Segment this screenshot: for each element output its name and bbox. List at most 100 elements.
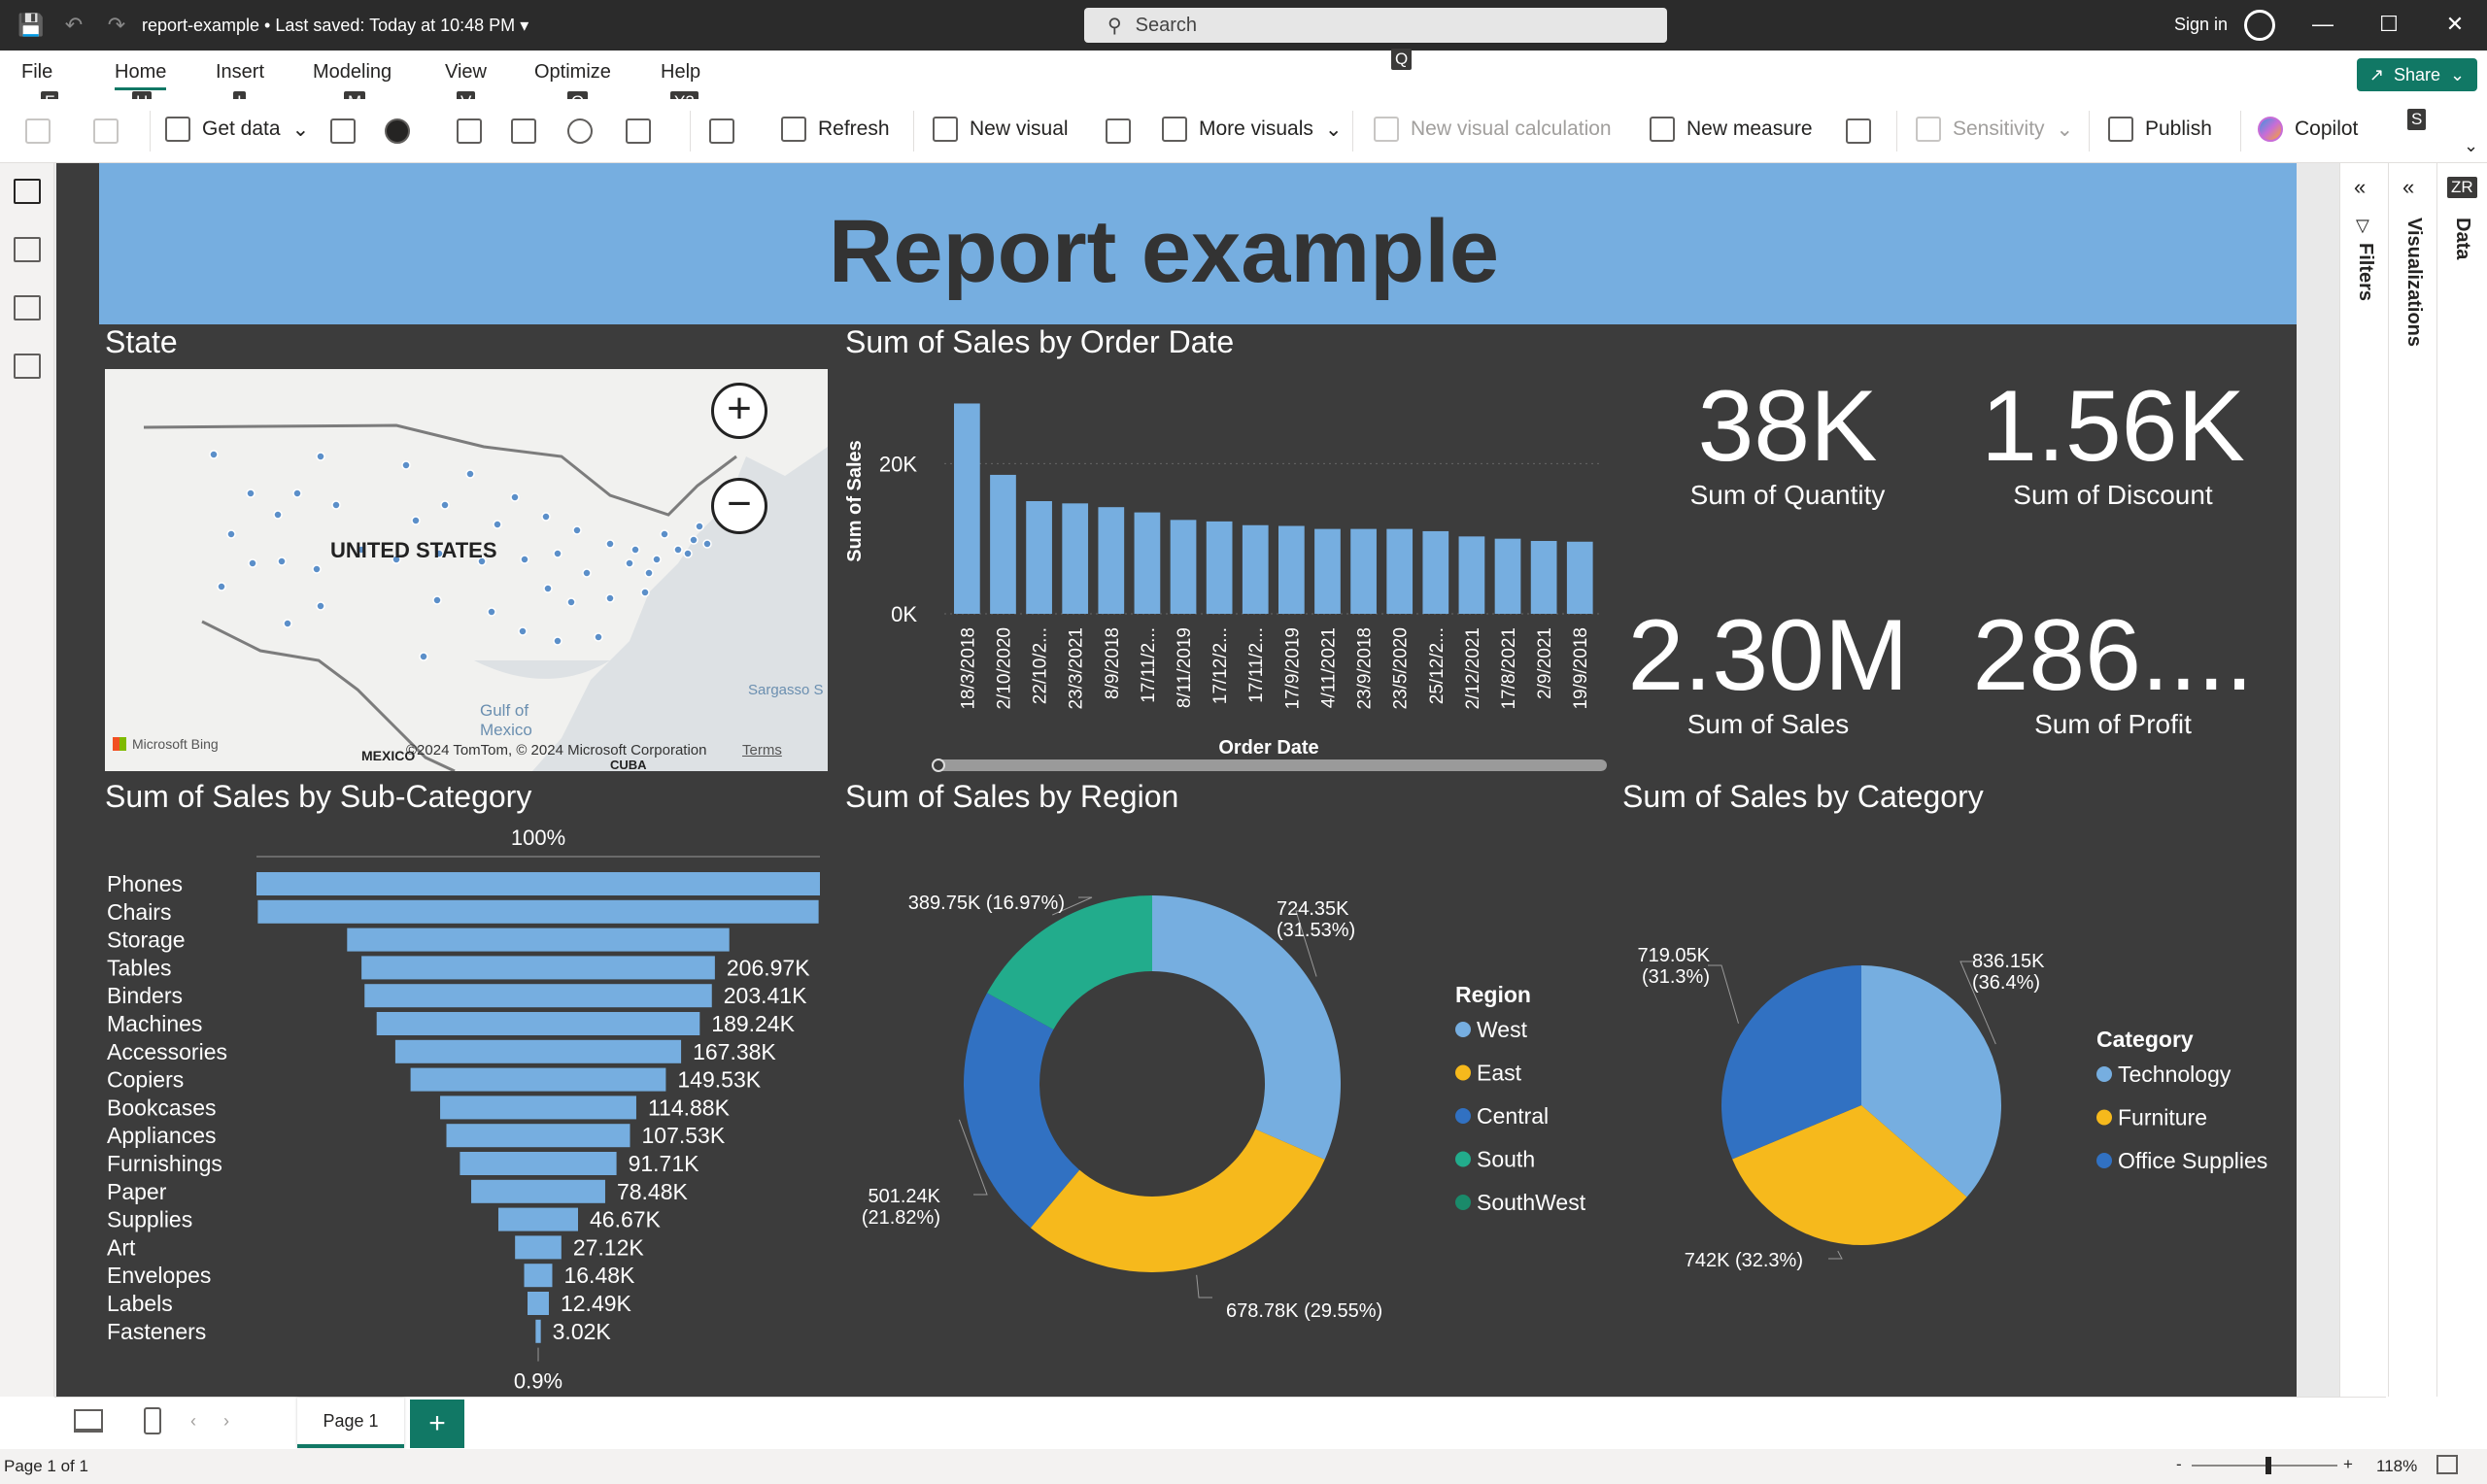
collapse-visualizations-icon[interactable]: «	[2402, 175, 2415, 199]
data-pane[interactable]: ZR Data	[2437, 163, 2487, 1397]
view-switcher	[0, 163, 54, 1397]
funnel-bar	[460, 1152, 617, 1175]
excel-icon[interactable]	[330, 118, 356, 144]
sql-server-icon[interactable]	[457, 118, 482, 144]
zoom-in-icon[interactable]: +	[711, 383, 767, 439]
data-label: (31.53%)	[1277, 920, 1355, 941]
document-title[interactable]: report-example • Last saved: Today at 10…	[142, 16, 528, 36]
sensitivity-label: Sensitivity	[1953, 118, 2045, 140]
card-profit[interactable]: 286.... Sum of Profit	[1953, 602, 2273, 758]
y-axis-label: Sum of Sales	[844, 440, 866, 562]
new-measure-button[interactable]: New measure	[1650, 117, 1813, 142]
report-view-icon[interactable]	[14, 179, 41, 204]
tab-help[interactable]: Help	[661, 61, 700, 84]
card-discount[interactable]: 1.56K Sum of Discount	[1953, 373, 2273, 528]
model-view-icon[interactable]	[14, 295, 41, 320]
recent-sources-icon[interactable]	[626, 118, 651, 144]
close-icon[interactable]: ✕	[2445, 12, 2465, 36]
undo-icon[interactable]: ↶	[64, 13, 84, 37]
chevron-down-icon: ⌄	[291, 118, 310, 141]
refresh-button[interactable]: Refresh	[781, 117, 890, 142]
enter-data-icon[interactable]	[511, 118, 536, 144]
page-count: Page 1 of 1	[4, 1457, 88, 1475]
region-donut-chart[interactable]: 724.35K(31.53%) 678.78K (29.55%) 501.24K(2…	[835, 835, 1613, 1379]
onelake-icon[interactable]	[385, 118, 410, 144]
funnel-bar	[364, 984, 712, 1008]
tab-optimize[interactable]: Optimize	[534, 61, 611, 84]
transform-data-icon[interactable]	[709, 118, 734, 144]
add-page-button[interactable]: +	[410, 1400, 464, 1448]
category-label: Fasteners	[107, 1319, 206, 1344]
search-input[interactable]: ⚲ Search	[1084, 8, 1667, 43]
tab-insert[interactable]: Insert	[216, 61, 264, 84]
table-view-icon[interactable]	[14, 237, 41, 262]
sensitivity-button[interactable]: Sensitivity ⌄	[1916, 117, 2073, 142]
bar	[1422, 530, 1449, 614]
new-visual-calculation-button[interactable]: New visual calculation	[1374, 117, 1612, 142]
bar	[1566, 541, 1593, 614]
legend-marker	[2096, 1109, 2112, 1126]
zoom-in-button[interactable]: +	[2343, 1455, 2353, 1473]
category-pie-chart[interactable]: 836.15K(36.4%) 742K (32.3%) 719.05K(31.3%)…	[1613, 835, 2293, 1379]
avatar-icon[interactable]	[2244, 10, 2275, 41]
map-terms-link[interactable]: Terms	[742, 742, 782, 759]
legend-marker	[1455, 1151, 1471, 1167]
chevron-down-icon[interactable]: ▾	[520, 16, 529, 35]
dataverse-icon[interactable]	[567, 118, 593, 144]
zoom-out-icon[interactable]: −	[711, 478, 767, 534]
visualizations-pane[interactable]: « Visualizations	[2389, 163, 2437, 1397]
new-measure-label: New measure	[1686, 118, 1813, 140]
share-label: Share	[2393, 64, 2441, 84]
order-date-chart[interactable]: 0K 20K Sum of Sales 18/3/2018 2/10/2020 22/10…	[835, 369, 1613, 777]
x-tick-label: 17/9/2019	[1282, 627, 1303, 710]
filters-pane[interactable]: « ▽ Filters	[2340, 163, 2389, 1397]
dax-query-view-icon[interactable]	[14, 354, 41, 379]
zoom-out-button[interactable]: -	[2176, 1455, 2182, 1473]
tab-file[interactable]: File	[21, 61, 52, 84]
share-button[interactable]: ↗ Share ⌄	[2357, 58, 2477, 91]
maximize-icon[interactable]: ☐	[2379, 12, 2399, 36]
zoom-slider[interactable]	[2192, 1457, 2337, 1474]
format-painter-icon[interactable]	[93, 118, 119, 144]
prev-page-icon[interactable]: ‹	[190, 1411, 196, 1431]
tab-modeling[interactable]: Modeling	[313, 61, 392, 84]
collapse-filters-icon[interactable]: «	[2354, 175, 2367, 199]
ribbon-collapse-icon[interactable]: ⌄	[2464, 136, 2479, 155]
mobile-layout-icon[interactable]	[144, 1407, 161, 1434]
desktop-layout-icon[interactable]	[74, 1409, 103, 1433]
redo-icon[interactable]: ↷	[107, 13, 126, 37]
next-page-icon[interactable]: ›	[223, 1411, 229, 1431]
text-box-icon[interactable]	[1106, 118, 1131, 144]
data-label: (31.3%)	[1642, 966, 1710, 988]
publish-button[interactable]: Publish	[2108, 117, 2212, 142]
sensitivity-icon	[1916, 117, 1941, 142]
sign-in-link[interactable]: Sign in	[2174, 15, 2229, 34]
x-axis-label: Order Date	[1218, 737, 1318, 759]
database-icon	[165, 117, 190, 142]
tab-view[interactable]: View	[445, 61, 487, 84]
fit-to-page-icon[interactable]	[2436, 1455, 2458, 1474]
document-title-text: report-example • Last saved: Today at 10…	[142, 16, 516, 35]
tab-home[interactable]: Home	[115, 61, 167, 90]
quick-measure-icon[interactable]	[1846, 118, 1871, 144]
get-data-button[interactable]: Get data ⌄	[165, 117, 309, 142]
new-visual-label: New visual	[970, 118, 1069, 140]
bar	[1134, 512, 1161, 614]
minimize-icon[interactable]: —	[2312, 12, 2334, 36]
bar	[1458, 536, 1485, 614]
bar	[1278, 525, 1305, 614]
tab-page-1[interactable]: Page 1	[297, 1398, 404, 1448]
card-discount-value: 1.56K	[1981, 370, 2245, 483]
paste-icon[interactable]	[25, 118, 51, 144]
card-quantity[interactable]: 38K Sum of Quantity	[1652, 373, 1924, 528]
copilot-button[interactable]: Copilot	[2258, 117, 2358, 142]
new-visual-button[interactable]: New visual	[933, 117, 1069, 142]
save-icon[interactable]: 💾	[17, 13, 45, 37]
map-visual[interactable]: UNITED STATES Gulf of Mexico Sargasso S …	[105, 369, 828, 771]
card-sales[interactable]: 2.30M Sum of Sales	[1613, 602, 1924, 758]
more-visuals-button[interactable]: More visuals ⌄	[1162, 117, 1342, 142]
leader-line	[1959, 961, 1996, 1045]
zoom-slider-thumb[interactable]	[2266, 1457, 2271, 1474]
x-tick-label: 2/12/2021	[1463, 627, 1483, 710]
